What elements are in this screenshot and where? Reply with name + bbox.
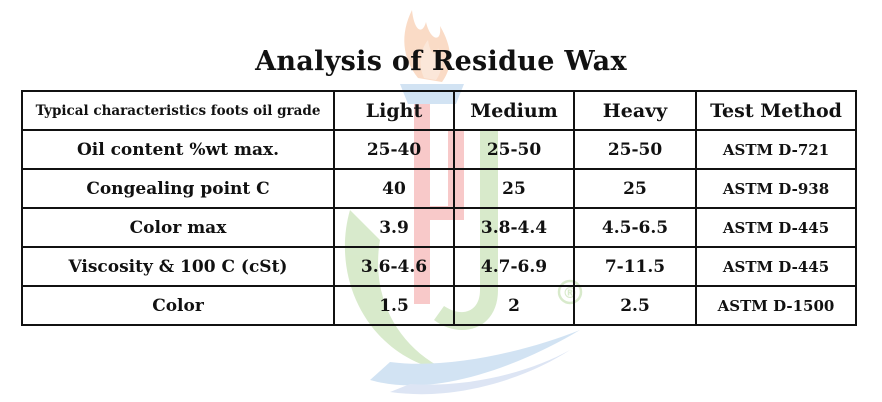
table-row: Viscosity & 100 C (cSt) 3.6-4.6 4.7-6.9 … (21, 246, 857, 287)
table-header-row: Typical characteristics foots oil grade … (21, 90, 857, 131)
cell-light: 40 (333, 168, 455, 209)
cell-test-method: ASTM D-721 (695, 129, 857, 170)
cell-characteristic: Color max (21, 207, 335, 248)
cell-medium: 2 (453, 285, 575, 326)
cell-test-method: ASTM D-938 (695, 168, 857, 209)
table-row: Color max 3.9 3.8-4.4 4.5-6.5 ASTM D-445 (21, 207, 857, 248)
header-test-method: Test Method (695, 90, 857, 131)
residue-wax-table: Typical characteristics foots oil grade … (21, 90, 857, 326)
header-characteristics: Typical characteristics foots oil grade (21, 90, 335, 131)
table-row: Congealing point C 40 25 25 ASTM D-938 (21, 168, 857, 209)
table-row: Oil content %wt max. 25-40 25-50 25-50 A… (21, 129, 857, 170)
cell-characteristic: Oil content %wt max. (21, 129, 335, 170)
header-light: Light (333, 90, 455, 131)
flame-icon (404, 10, 451, 82)
header-heavy: Heavy (573, 90, 697, 131)
cell-light: 1.5 (333, 285, 455, 326)
cell-test-method: ASTM D-445 (695, 207, 857, 248)
header-medium: Medium (453, 90, 575, 131)
cell-heavy: 25 (573, 168, 697, 209)
cell-medium: 4.7-6.9 (453, 246, 575, 287)
cell-medium: 3.8-4.4 (453, 207, 575, 248)
swoosh-blue (370, 330, 580, 386)
cell-heavy: 4.5-6.5 (573, 207, 697, 248)
cell-medium: 25 (453, 168, 575, 209)
table-row: Color 1.5 2 2.5 ASTM D-1500 (21, 285, 857, 326)
cell-light: 25-40 (333, 129, 455, 170)
cell-heavy: 2.5 (573, 285, 697, 326)
cell-characteristic: Viscosity & 100 C (cSt) (21, 246, 335, 287)
cell-light: 3.6-4.6 (333, 246, 455, 287)
cell-characteristic: Congealing point C (21, 168, 335, 209)
cell-test-method: ASTM D-445 (695, 246, 857, 287)
cell-light: 3.9 (333, 207, 455, 248)
cell-medium: 25-50 (453, 129, 575, 170)
cell-characteristic: Color (21, 285, 335, 326)
page-title: Analysis of Residue Wax (255, 46, 627, 77)
cell-heavy: 7-11.5 (573, 246, 697, 287)
cell-test-method: ASTM D-1500 (695, 285, 857, 326)
cell-heavy: 25-50 (573, 129, 697, 170)
